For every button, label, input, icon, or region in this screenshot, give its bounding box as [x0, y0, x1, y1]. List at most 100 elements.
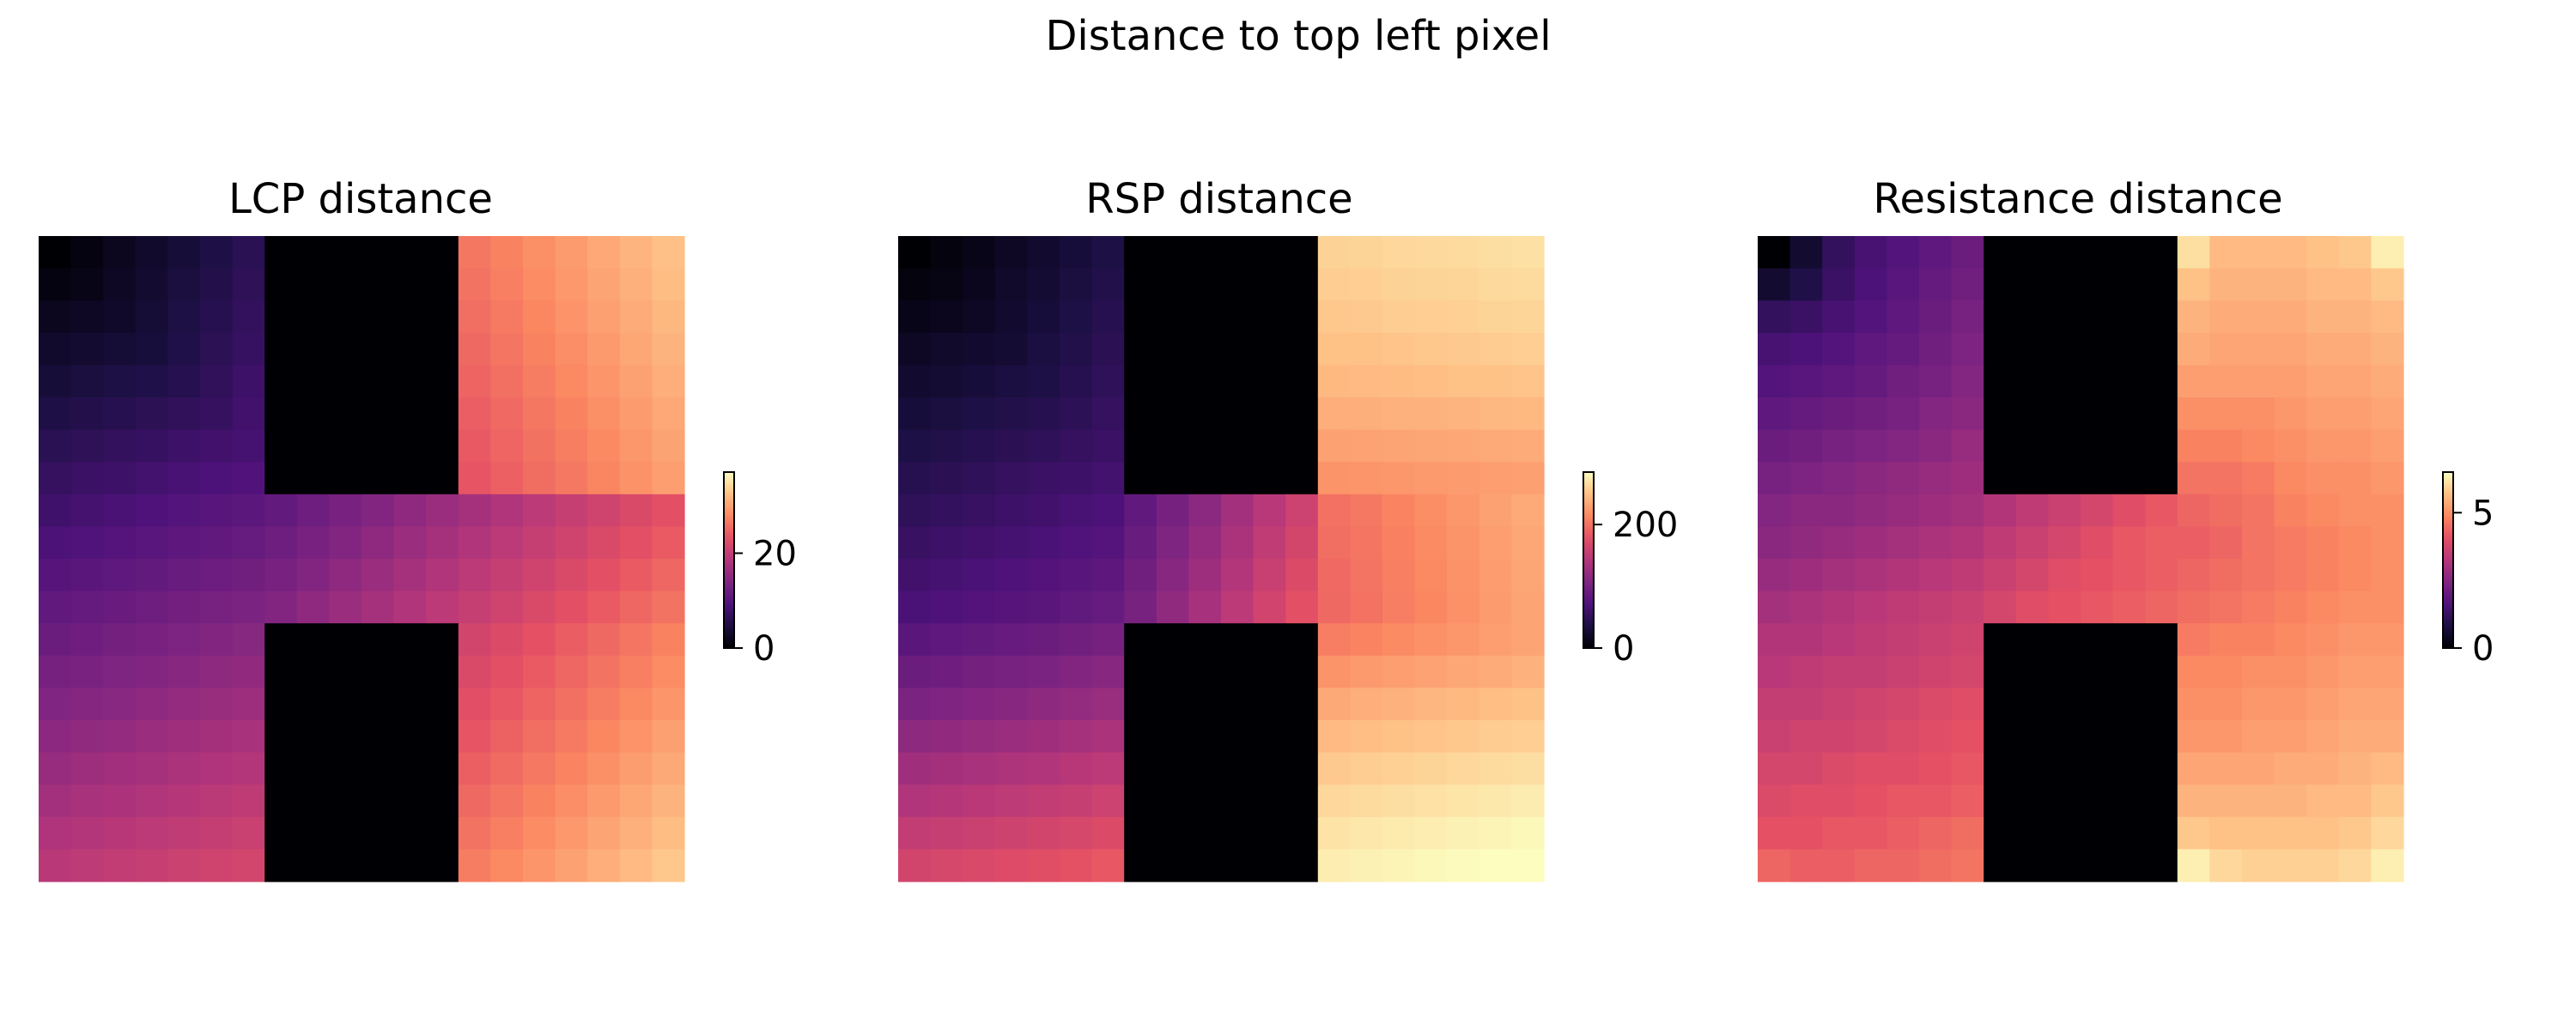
heatmap-cell	[1919, 623, 1953, 657]
heatmap-cell	[1124, 688, 1157, 721]
heatmap-cell	[135, 816, 168, 850]
heatmap-cell	[2048, 494, 2081, 527]
heatmap-cell	[393, 397, 427, 431]
heatmap-cell	[264, 816, 298, 850]
heatmap-cell	[200, 494, 234, 527]
heatmap-cell	[555, 300, 588, 334]
heatmap-cell	[135, 720, 168, 754]
heatmap-cell	[1156, 752, 1189, 785]
heatmap-cell	[1060, 591, 1093, 624]
heatmap-cell	[652, 397, 685, 431]
heatmap-cell	[1447, 752, 1480, 785]
heatmap-cell	[361, 365, 395, 398]
heatmap-cell	[426, 300, 459, 334]
heatmap-cell	[1285, 752, 1319, 785]
heatmap-cell	[426, 559, 459, 592]
heatmap-cell	[361, 526, 395, 560]
heatmap-cell	[1060, 332, 1093, 366]
heatmap-cell	[898, 332, 932, 366]
heatmap-cell	[1253, 688, 1286, 721]
heatmap-cell	[296, 365, 330, 398]
heatmap-cell	[652, 526, 685, 560]
heatmap-cell	[1027, 559, 1060, 592]
heatmap-cell	[329, 849, 362, 882]
panel-title-lcp: LCP distance	[228, 175, 493, 223]
heatmap-cell	[1789, 816, 1823, 850]
heatmap-cell	[1984, 849, 2017, 882]
heatmap-cell	[2338, 816, 2372, 850]
heatmap-cell	[587, 332, 621, 366]
heatmap-cell	[2145, 655, 2178, 688]
heatmap-cell	[2081, 591, 2114, 624]
heatmap-cell	[930, 236, 963, 270]
heatmap-cell	[994, 559, 1028, 592]
heatmap-cell	[296, 655, 330, 688]
heatmap-cell	[587, 462, 621, 495]
heatmap-cell	[296, 688, 330, 721]
heatmap-cell	[135, 236, 168, 270]
heatmap-cell	[1156, 816, 1189, 850]
heatmap-cell	[39, 655, 72, 688]
heatmap-cell	[1285, 300, 1319, 334]
heatmap-cell	[135, 559, 168, 592]
heatmap-cell	[1382, 268, 1416, 301]
heatmap-cell	[1253, 785, 1286, 818]
heatmap-cell	[1091, 236, 1125, 270]
heatmap-cell	[1221, 397, 1255, 431]
heatmap-cell	[1091, 429, 1125, 463]
heatmap-cell	[329, 268, 362, 301]
heatmap-cell	[232, 559, 265, 592]
heatmap-cell	[2371, 494, 2404, 527]
heatmap-cell	[652, 688, 685, 721]
heatmap-cell	[930, 300, 963, 334]
heatmap-cell	[1350, 591, 1383, 624]
heatmap-cell	[1188, 816, 1222, 850]
heatmap-cell	[2177, 268, 2210, 301]
heatmap-cell	[652, 849, 685, 882]
heatmap-cell	[2112, 429, 2146, 463]
heatmap-cell	[296, 268, 330, 301]
heatmap-cell	[1951, 300, 1984, 334]
heatmap-cell	[103, 623, 137, 657]
heatmap-cell	[1188, 494, 1222, 527]
heatmap-cell	[1350, 268, 1383, 301]
heatmap-cell	[1479, 365, 1512, 398]
heatmap-cell	[1511, 785, 1545, 818]
heatmap-cell	[296, 300, 330, 334]
heatmap-cell	[1919, 752, 1953, 785]
heatmap-cell	[2274, 688, 2307, 721]
heatmap-cell	[1350, 332, 1383, 366]
heatmap-cell	[652, 365, 685, 398]
heatmap-cell	[2145, 688, 2178, 721]
heatmap-cell	[1060, 236, 1093, 270]
heatmap-cell	[1951, 397, 1984, 431]
heatmap-cell	[232, 591, 265, 624]
heatmap-cell	[1382, 720, 1416, 754]
heatmap-cell	[1317, 429, 1351, 463]
heatmap-cell	[2209, 429, 2243, 463]
heatmap-cell	[1124, 332, 1157, 366]
heatmap-cell	[963, 494, 996, 527]
heatmap-cell	[994, 623, 1028, 657]
heatmap-cell	[393, 752, 427, 785]
heatmap-cell	[1951, 816, 1984, 850]
heatmap-cell	[2371, 720, 2404, 754]
heatmap-cell	[1822, 365, 1856, 398]
heatmap-cell	[1789, 623, 1823, 657]
heatmap-cell	[619, 429, 653, 463]
heatmap-cell	[393, 268, 427, 301]
heatmap-cell	[1156, 720, 1189, 754]
heatmap-cell	[1951, 526, 1984, 560]
heatmap-cell	[70, 688, 104, 721]
heatmap-cell	[1188, 300, 1222, 334]
heatmap-cell	[232, 365, 265, 398]
heatmap-cell	[1188, 849, 1222, 882]
heatmap-cell	[1221, 688, 1255, 721]
heatmap-cell	[2242, 591, 2275, 624]
heatmap-cell	[103, 559, 137, 592]
heatmap-cell	[1253, 849, 1286, 882]
heatmap-cell	[103, 494, 137, 527]
heatmap-cell	[1350, 494, 1383, 527]
heatmap-cell	[264, 720, 298, 754]
heatmap-cell	[2112, 494, 2146, 527]
